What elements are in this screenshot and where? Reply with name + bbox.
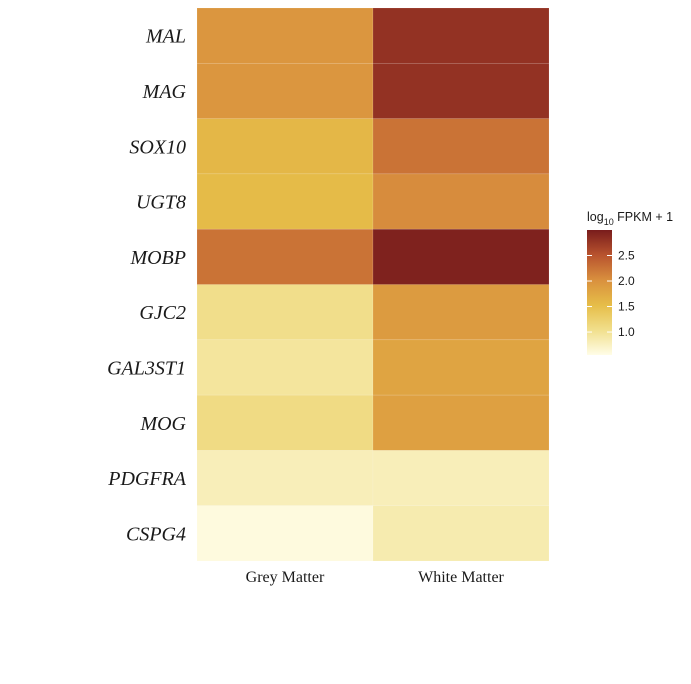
heatmap-cell-cspg4-white-matter [372,505,550,562]
column-labels: Grey Matter White Matter [246,569,505,586]
legend-tick-label: 2.0 [618,274,635,288]
gene-label-ugt8: UGT8 [136,192,186,214]
column-label-white-matter: White Matter [418,569,504,586]
gene-label-gjc2: GJC2 [139,302,186,324]
gene-label-gal3st1: GAL3ST1 [107,357,186,379]
heatmap-cell-mag-white-matter [372,62,550,119]
heatmap-cell-sox10-grey-matter [196,118,374,175]
heatmap-cells [196,7,550,562]
legend-tick-label: 1.5 [618,300,635,314]
gene-label-pdgfra: PDGFRA [107,468,187,490]
color-legend: log10 FPKM + 1 1.0 1.5 2.0 2.5 [587,210,673,355]
heatmap-cell-mal-white-matter [372,7,550,64]
heatmap-cell-pdgfra-white-matter [372,450,550,506]
legend-tick-label: 2.5 [618,249,635,263]
heatmap-cell-gjc2-white-matter [372,284,550,341]
heatmap-cell-cspg4-grey-matter [196,505,374,562]
gene-label-mag: MAG [142,81,187,103]
heatmap-cell-mog-grey-matter [196,394,374,451]
heatmap-cell-mobp-grey-matter [196,228,374,285]
legend-tick-label: 1.0 [618,325,635,339]
gene-label-sox10: SOX10 [129,136,186,158]
heatmap-cell-mal-grey-matter [196,7,374,64]
column-label-grey-matter: Grey Matter [246,569,325,586]
gene-label-mog: MOG [139,413,186,435]
heatmap-cell-gal3st1-grey-matter [196,339,374,396]
heatmap-cell-gjc2-grey-matter [196,284,374,341]
legend-colorbar [587,230,612,355]
heatmap-cell-ugt8-grey-matter [196,173,374,230]
heatmap-cell-ugt8-white-matter [372,173,550,230]
gene-label-mal: MAL [145,26,186,48]
gene-labels: MAL MAG SOX10 UGT8 MOBP GJC2 GAL3ST1 MOG PDGFRA C… [107,26,187,546]
heatmap-cell-mobp-white-matter [372,228,550,285]
heatmap-cell-mag-grey-matter [196,62,374,119]
heatmap-cell-gal3st1-white-matter [372,339,550,396]
legend-ticks: 1.0 1.5 2.0 2.5 [587,249,635,339]
gene-label-cspg4: CSPG4 [126,523,186,545]
heatmap-cell-sox10-white-matter [372,118,550,175]
heatmap-cell-mog-white-matter [372,394,550,451]
legend-title: log10 FPKM + 1 [587,210,673,227]
heatmap-cell-pdgfra-grey-matter [196,450,374,506]
gene-label-mobp: MOBP [129,247,186,269]
